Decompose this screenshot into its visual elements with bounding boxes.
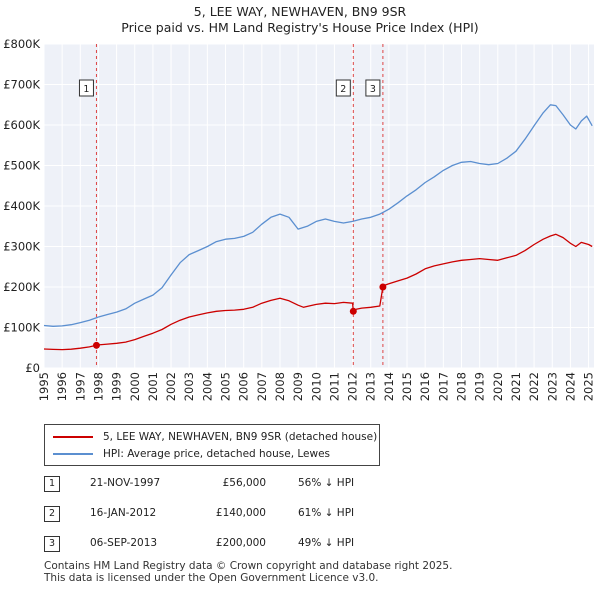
sale-date: 21-NOV-1997: [90, 477, 161, 489]
event-label-box-2: 2: [335, 79, 351, 97]
x-tick-label: 2016: [418, 372, 432, 401]
sale-price: £140,000: [215, 507, 266, 519]
x-tick-label: 2014: [382, 372, 396, 401]
sale-marker-1: 1: [44, 476, 60, 492]
sale-marker-2: 2: [44, 506, 60, 522]
x-tick-label: 2010: [309, 372, 323, 401]
x-tick-label: 2013: [364, 372, 378, 401]
sale-row: 1 21-NOV-1997 £56,000 56% ↓ HPI: [44, 474, 464, 494]
x-tick-label: 2002: [164, 372, 178, 401]
legend-label-hpi: HPI: Average price, detached house, Lewe…: [103, 448, 331, 460]
y-tick-label: £0: [25, 361, 40, 375]
x-tick-label: 2015: [400, 372, 414, 401]
x-tick-label: 2001: [146, 372, 160, 401]
sale-price: £56,000: [222, 477, 266, 489]
sale-date: 06-SEP-2013: [90, 537, 158, 549]
chart-legend: 5, LEE WAY, NEWHAVEN, BN9 9SR (detached …: [44, 424, 380, 466]
chart-title: 5, LEE WAY, NEWHAVEN, BN9 9SR: [193, 4, 407, 19]
x-tick-label: 2012: [346, 372, 360, 401]
x-tick-label: 1998: [91, 372, 105, 401]
sale-point-1: [92, 341, 100, 349]
sale-marker-3: 3: [44, 536, 60, 552]
legend-swatch-property: [53, 436, 93, 438]
event-label-text: 3: [370, 84, 376, 95]
x-tick-label: 2007: [255, 372, 269, 401]
x-tick-label: 2005: [219, 372, 233, 401]
event-label-text: 1: [83, 84, 89, 95]
sale-date: 16-JAN-2012: [90, 507, 157, 519]
legend-swatch-hpi: [53, 453, 93, 455]
x-tick-label: 1996: [55, 372, 69, 401]
price-chart: £0 £100K £200K £300K £400K £500K £600K £700K £80…: [3, 37, 596, 401]
footer: Contains HM Land Registry data © Crown c…: [44, 560, 452, 584]
x-tick-label: 1999: [110, 372, 124, 401]
x-tick-label: 2008: [273, 372, 287, 401]
x-tick-label: 2022: [527, 372, 541, 401]
footer-line-2: This data is licensed under the Open Gov…: [44, 572, 379, 584]
x-tick-label: 2011: [327, 372, 341, 401]
y-tick-label: £500K: [3, 159, 40, 173]
x-tick-label: 2020: [491, 372, 505, 401]
sale-hpi-diff: 61% ↓ HPI: [298, 507, 355, 519]
x-tick-label: 2003: [182, 372, 196, 401]
series-line-hpi: [43, 104, 593, 327]
chart-subtitle: Price paid vs. HM Land Registry's House …: [121, 20, 479, 35]
event-label-text: 2: [340, 84, 346, 95]
y-tick-label: £700K: [3, 78, 40, 92]
x-tick-label: 2024: [563, 372, 577, 401]
x-tick-label: 2025: [582, 372, 596, 401]
sale-row: 2 16-JAN-2012 £140,000 61% ↓ HPI: [44, 504, 464, 524]
sale-hpi-diff: 49% ↓ HPI: [298, 537, 355, 549]
x-tick-label: 1995: [37, 372, 51, 401]
event-label-box-3: 3: [365, 79, 381, 97]
x-tick-label: 2006: [237, 372, 251, 401]
y-tick-label: £300K: [3, 240, 40, 254]
sale-row: 3 06-SEP-2013 £200,000 49% ↓ HPI: [44, 534, 464, 554]
y-tick-label: £400K: [3, 199, 40, 213]
sale-point-3: [379, 283, 387, 291]
x-tick-label: 2023: [545, 372, 559, 401]
sale-price: £200,000: [215, 537, 266, 549]
y-tick-label: £200K: [3, 280, 40, 294]
footer-line-1: Contains HM Land Registry data © Crown c…: [44, 560, 453, 572]
y-tick-label: £800K: [3, 37, 40, 51]
x-tick-label: 2017: [436, 372, 450, 401]
sale-point-2: [349, 307, 357, 315]
y-tick-label: £100K: [3, 321, 40, 335]
event-label-frame: [335, 79, 351, 97]
event-label-frame: [365, 79, 381, 97]
x-tick-label: 2018: [454, 372, 468, 401]
y-tick-label: £600K: [3, 118, 40, 132]
legend-label-property: 5, LEE WAY, NEWHAVEN, BN9 9SR (detached …: [103, 431, 378, 443]
x-tick-label: 2021: [509, 372, 523, 401]
series-line-property: [43, 233, 593, 351]
event-label-box-1: 1: [78, 79, 94, 97]
sale-hpi-diff: 56% ↓ HPI: [298, 477, 355, 489]
x-tick-label: 2009: [291, 372, 305, 401]
event-label-frame: [78, 79, 94, 97]
x-tick-label: 1997: [73, 372, 87, 401]
x-tick-label: 2019: [473, 372, 487, 401]
x-tick-label: 2004: [200, 372, 214, 401]
x-tick-label: 2000: [128, 372, 142, 401]
